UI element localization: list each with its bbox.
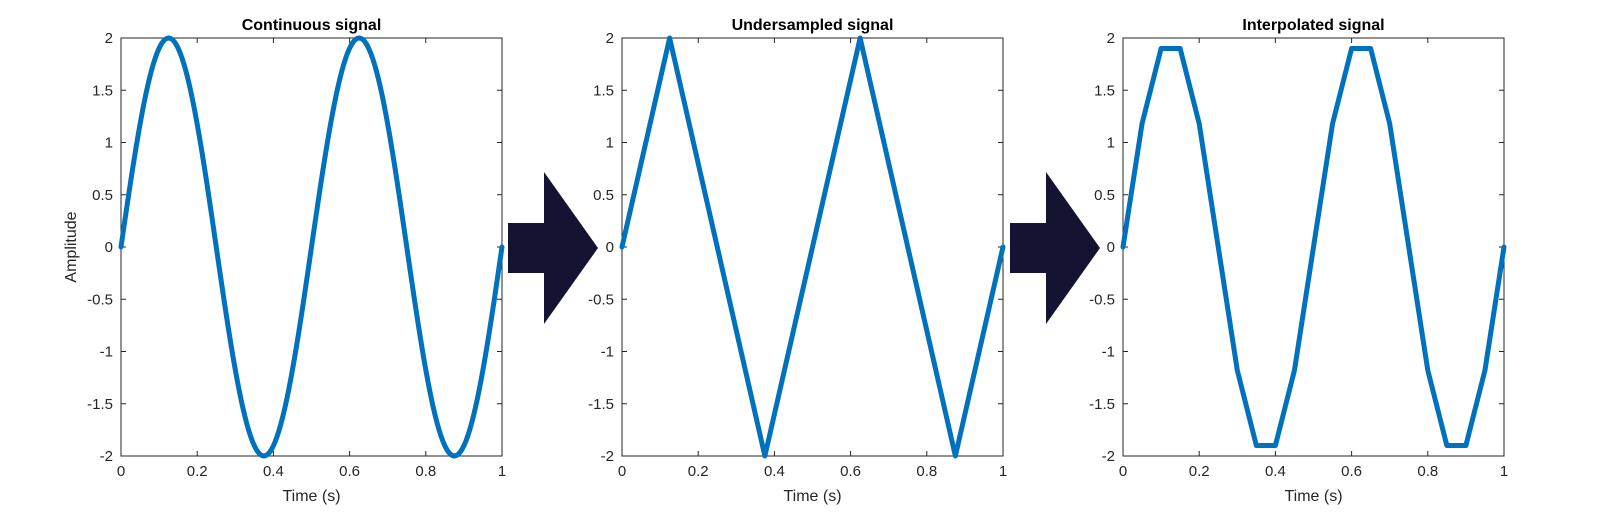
x-axis-label: Time (s) xyxy=(1284,488,1342,505)
y-tick-label: -2 xyxy=(601,448,614,465)
y-tick-label: -0.5 xyxy=(588,291,614,308)
chart-panel-undersampled: 0 0.2 0.4 0.6 0.8 1 -2 -1.5 -1 -0.5 0 0.5 1 1.5 2 Under… xyxy=(588,17,1007,505)
y-tick-label: -1 xyxy=(601,344,614,361)
x-tick-label: 0.2 xyxy=(187,463,208,480)
y-tick-label: -1 xyxy=(100,344,113,361)
y-tick-label: 1.5 xyxy=(1094,82,1115,99)
y-tick-label: 1.5 xyxy=(92,82,113,99)
y-tick-label: 0.5 xyxy=(92,187,113,204)
arrow-right-icon xyxy=(1010,172,1100,324)
y-tick-label: 0.5 xyxy=(1094,187,1115,204)
y-tick-label: -1 xyxy=(1102,344,1115,361)
y-tick-label: 2 xyxy=(606,30,614,47)
x-axis-label: Time (s) xyxy=(783,488,841,505)
chart-title: Undersampled signal xyxy=(732,17,894,34)
y-tick-label: 2 xyxy=(105,30,113,47)
x-tick-label: 0.8 xyxy=(415,463,436,480)
chart-panel-continuous: 0 0.2 0.4 0.6 0.8 1 -2 -1.5 -1 -0.5 0 0.5 1 1.5 2 Conti… xyxy=(63,17,506,505)
y-tick-label: 0 xyxy=(105,239,113,256)
y-tick-label: -0.5 xyxy=(87,291,113,308)
y-tick-label: -2 xyxy=(1102,448,1115,465)
x-tick-label: 1 xyxy=(999,463,1007,480)
y-tick-label: 1.5 xyxy=(593,82,614,99)
x-tick-label: 1 xyxy=(1500,463,1508,480)
x-tick-label: 0.8 xyxy=(1417,463,1438,480)
y-tick-label: -1.5 xyxy=(588,396,614,413)
y-tick-label: 1 xyxy=(1107,135,1115,152)
series-line xyxy=(118,35,505,459)
x-tick-label: 0.6 xyxy=(339,463,360,480)
x-tick-label: 0 xyxy=(117,463,125,480)
y-tick-label: -2 xyxy=(100,448,113,465)
y-tick-label: 1 xyxy=(105,135,113,152)
x-axis-label: Time (s) xyxy=(282,488,340,505)
y-tick-label: -1.5 xyxy=(1089,396,1115,413)
y-tick-label: 2 xyxy=(1107,30,1115,47)
arrow-shape xyxy=(1010,172,1100,324)
x-tick-label: 0.4 xyxy=(1265,463,1286,480)
chart-title: Interpolated signal xyxy=(1242,17,1384,34)
x-tick-label: 0 xyxy=(1119,463,1127,480)
x-tick-label: 0.6 xyxy=(840,463,861,480)
arrow-right-icon xyxy=(508,172,598,324)
series-line xyxy=(619,35,1006,459)
series-line xyxy=(1120,45,1507,449)
x-tick-label: 0.4 xyxy=(764,463,785,480)
chart-panel-interpolated: 0 0.2 0.4 0.6 0.8 1 -2 -1.5 -1 -0.5 0 0.5 1 1.5 2 Inter… xyxy=(1089,17,1508,505)
y-tick-label: 0 xyxy=(1107,239,1115,256)
x-tick-label: 0 xyxy=(618,463,626,480)
y-tick-label: 1 xyxy=(606,135,614,152)
x-tick-label: 0.4 xyxy=(263,463,284,480)
y-tick-label: 0 xyxy=(606,239,614,256)
x-tick-label: 0.2 xyxy=(688,463,709,480)
y-tick-label: 0.5 xyxy=(593,187,614,204)
x-tick-label: 0.2 xyxy=(1189,463,1210,480)
y-tick-label: -0.5 xyxy=(1089,291,1115,308)
arrow-shape xyxy=(508,172,598,324)
chart-title: Continuous signal xyxy=(242,17,382,34)
y-axis-label: Amplitude xyxy=(63,211,80,282)
x-tick-label: 0.8 xyxy=(916,463,937,480)
x-tick-label: 0.6 xyxy=(1341,463,1362,480)
x-tick-label: 1 xyxy=(498,463,506,480)
y-tick-label: -1.5 xyxy=(87,396,113,413)
